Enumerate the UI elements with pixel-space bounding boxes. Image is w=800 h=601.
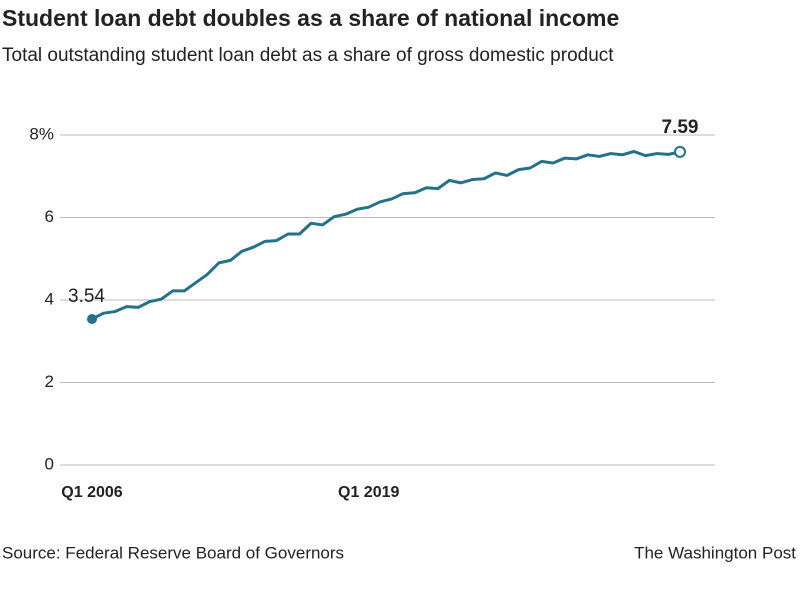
credit: The Washington Post <box>634 543 796 562</box>
x-tick-label: Q1 2019 <box>338 484 399 501</box>
x-tick-label: Q1 2006 <box>61 484 122 501</box>
data-line <box>91 150 681 321</box>
chart-title: Student loan debt doubles as a share of … <box>2 5 619 31</box>
y-tick-label: 6 <box>45 207 54 226</box>
end-label: 7.59 <box>662 117 699 138</box>
source: Source: Federal Reserve Board of Governo… <box>2 543 344 562</box>
y-tick-label: 0 <box>45 454 54 473</box>
y-tick-label: 4 <box>45 289 54 308</box>
y-tick-label: 8% <box>29 124 54 143</box>
y-tick-label: 2 <box>45 372 54 391</box>
start-point <box>87 313 97 324</box>
end-point <box>674 145 686 158</box>
start-label: 3.54 <box>68 286 105 307</box>
chart-subtitle: Total outstanding student loan debt as a… <box>2 45 614 66</box>
